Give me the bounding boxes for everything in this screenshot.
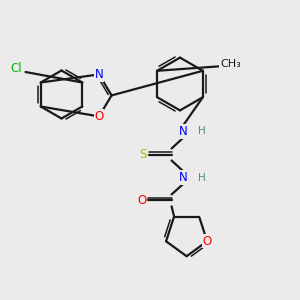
Text: Cl: Cl (11, 62, 22, 75)
Text: S: S (139, 148, 146, 161)
Text: CH₃: CH₃ (220, 58, 241, 69)
Text: N: N (179, 171, 188, 184)
Text: O: O (202, 235, 212, 248)
Text: O: O (94, 110, 103, 123)
Text: H: H (198, 126, 206, 136)
Text: H: H (198, 172, 206, 183)
Text: N: N (179, 125, 188, 138)
Text: N: N (94, 68, 103, 81)
Text: O: O (137, 194, 146, 207)
